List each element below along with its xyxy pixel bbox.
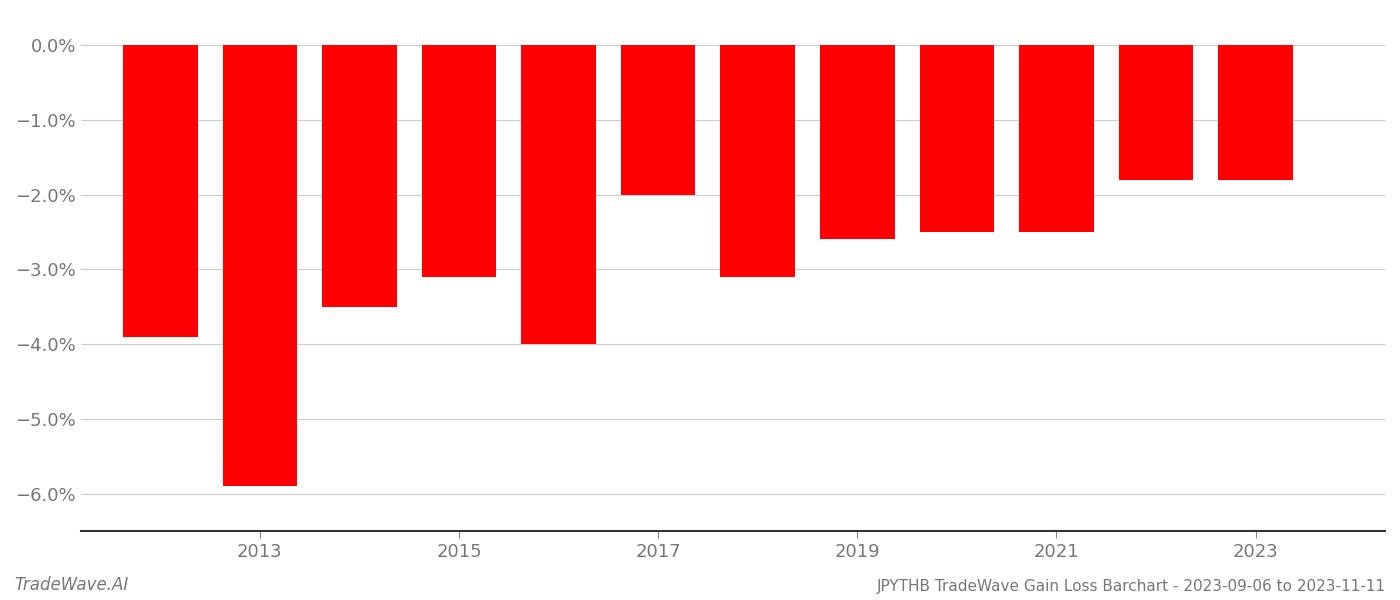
Bar [521, 45, 596, 344]
Bar [1218, 45, 1292, 179]
Bar [123, 45, 197, 337]
Bar [223, 45, 297, 487]
Bar [820, 45, 895, 239]
Bar [421, 45, 497, 277]
Bar [620, 45, 696, 194]
Bar [322, 45, 396, 307]
Text: TradeWave.AI: TradeWave.AI [14, 576, 129, 594]
Text: JPYTHB TradeWave Gain Loss Barchart - 2023-09-06 to 2023-11-11: JPYTHB TradeWave Gain Loss Barchart - 20… [876, 579, 1386, 594]
Bar [721, 45, 795, 277]
Bar [1019, 45, 1093, 232]
Bar [1119, 45, 1193, 179]
Bar [920, 45, 994, 232]
